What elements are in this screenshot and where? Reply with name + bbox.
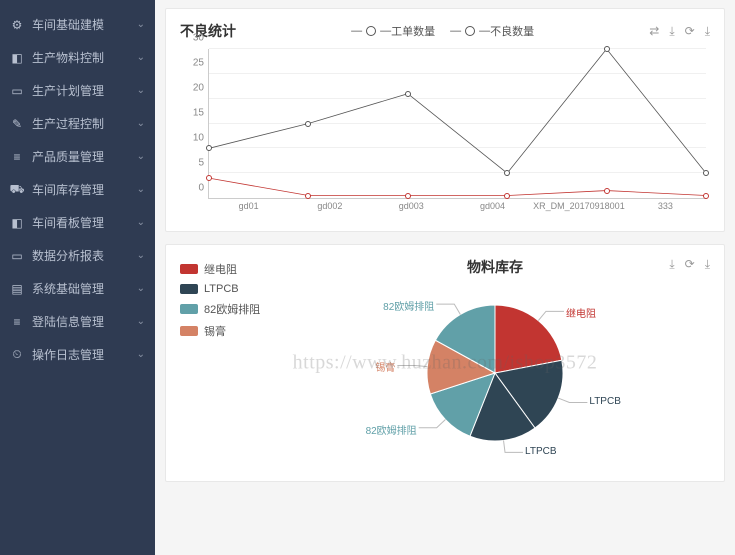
chevron-down-icon: ⌄ xyxy=(137,316,145,327)
sidebar-item-6[interactable]: ◧ 车间看板管理 ⌄ xyxy=(0,206,155,239)
sidebar-item-3[interactable]: ✎ 生产过程控制 ⌄ xyxy=(0,107,155,140)
chevron-down-icon: ⌄ xyxy=(137,184,145,195)
legend-item[interactable]: LTPCB xyxy=(180,283,280,295)
chevron-down-icon: ⌄ xyxy=(137,217,145,228)
sidebar-item-10[interactable]: ⏲ 操作日志管理 ⌄ xyxy=(0,338,155,371)
sidebar-item-label: 数据分析报表 xyxy=(32,247,104,264)
menu-icon: ◧ xyxy=(10,51,24,65)
x-axis-label: gd01 xyxy=(208,201,289,219)
menu-icon: ≡ xyxy=(10,315,24,329)
refresh-icon[interactable]: ⟳ xyxy=(685,24,695,39)
x-axis-label: XR_DM_20170918001 xyxy=(533,201,625,219)
sidebar-item-label: 登陆信息管理 xyxy=(32,313,104,330)
data-point[interactable] xyxy=(206,145,212,151)
chevron-down-icon: ⌄ xyxy=(137,349,145,360)
x-axis-label: gd002 xyxy=(289,201,370,219)
sidebar-item-label: 车间看板管理 xyxy=(32,214,104,231)
line-chart: 051015202530gd01gd002gd003gd004XR_DM_201… xyxy=(180,49,710,219)
chevron-down-icon: ⌄ xyxy=(137,52,145,63)
pie-legend: 继电阻 LTPCB 82欧姆排阻锡膏 xyxy=(180,257,280,476)
pie-slice-label: 锡膏 xyxy=(375,359,395,374)
sidebar-item-5[interactable]: ⛟ 车间库存管理 ⌄ xyxy=(0,173,155,206)
pie-slice-label: LTPCB xyxy=(589,396,621,407)
menu-icon: ⚙ xyxy=(10,18,24,32)
x-axis-label: gd004 xyxy=(452,201,533,219)
data-point[interactable] xyxy=(405,193,411,199)
menu-icon: ▭ xyxy=(10,249,24,263)
x-axis-label: 333 xyxy=(625,201,706,219)
panel-toolbar: ⇄ ⤓ ⟳ ⤓ xyxy=(649,24,710,39)
switch-view-icon[interactable]: ⇄ xyxy=(649,24,659,39)
data-point[interactable] xyxy=(703,170,709,176)
pie-slice-label: LTPCB xyxy=(525,446,557,457)
export-icon[interactable]: ⤓ xyxy=(669,24,674,39)
data-point[interactable] xyxy=(604,46,610,52)
menu-icon: ≡ xyxy=(10,150,24,164)
sidebar-item-9[interactable]: ≡ 登陆信息管理 ⌄ xyxy=(0,305,155,338)
line-chart-legend: —— 工单数量 —— 不良数量 xyxy=(236,23,649,39)
data-point[interactable] xyxy=(405,91,411,97)
sidebar-item-label: 生产物料控制 xyxy=(32,49,104,66)
chevron-down-icon: ⌄ xyxy=(137,283,145,294)
pie-slice-label: 82欧姆排阻 xyxy=(366,422,417,437)
sidebar-item-8[interactable]: ▤ 系统基础管理 ⌄ xyxy=(0,272,155,305)
data-point[interactable] xyxy=(305,193,311,199)
sidebar-item-label: 车间库存管理 xyxy=(32,181,104,198)
main-content: 不良统计 —— 工单数量 —— 不良数量 ⇄ ⤓ ⟳ ⤓ 05101520253… xyxy=(155,0,735,555)
legend-item[interactable]: —— 工单数量 xyxy=(351,23,435,39)
data-point[interactable] xyxy=(504,170,510,176)
sidebar-item-label: 系统基础管理 xyxy=(32,280,104,297)
sidebar-item-label: 产品质量管理 xyxy=(32,148,104,165)
chevron-down-icon: ⌄ xyxy=(137,118,145,129)
data-point[interactable] xyxy=(305,121,311,127)
defect-statistics-panel: 不良统计 —— 工单数量 —— 不良数量 ⇄ ⤓ ⟳ ⤓ 05101520253… xyxy=(165,8,725,232)
sidebar: ⚙ 车间基础建模 ⌄ ◧ 生产物料控制 ⌄ ▭ 生产计划管理 ⌄ ✎ 生产过程控制 ⌄ ≡ 产品质量管理 ⌄… xyxy=(0,0,155,555)
legend-item[interactable]: 锡膏 xyxy=(180,323,280,339)
download-icon[interactable]: ⤓ xyxy=(705,24,710,39)
sidebar-item-label: 操作日志管理 xyxy=(32,346,104,363)
legend-item[interactable]: 继电阻 xyxy=(180,261,280,277)
sidebar-item-label: 车间基础建模 xyxy=(32,16,104,33)
pie-chart-area: 物料库存 继电阻LTPCBLTPCB82欧姆排阻锡膏82欧姆排阻 xyxy=(280,257,710,476)
panel-title: 物料库存 xyxy=(280,257,710,277)
sidebar-item-label: 生产过程控制 xyxy=(32,115,104,132)
menu-icon: ▤ xyxy=(10,282,24,296)
legend-item[interactable]: —— 不良数量 xyxy=(450,23,534,39)
data-point[interactable] xyxy=(703,193,709,199)
data-point[interactable] xyxy=(206,175,212,181)
menu-icon: ⛟ xyxy=(10,183,24,197)
sidebar-item-4[interactable]: ≡ 产品质量管理 ⌄ xyxy=(0,140,155,173)
menu-icon: ▭ xyxy=(10,84,24,98)
sidebar-item-2[interactable]: ▭ 生产计划管理 ⌄ xyxy=(0,74,155,107)
panel-title: 不良统计 xyxy=(180,21,236,41)
chevron-down-icon: ⌄ xyxy=(137,19,145,30)
chevron-down-icon: ⌄ xyxy=(137,85,145,96)
sidebar-item-label: 生产计划管理 xyxy=(32,82,104,99)
chevron-down-icon: ⌄ xyxy=(137,151,145,162)
menu-icon: ⏲ xyxy=(10,348,24,362)
panel-header: 不良统计 —— 工单数量 —— 不良数量 ⇄ ⤓ ⟳ ⤓ xyxy=(180,21,710,41)
chevron-down-icon: ⌄ xyxy=(137,250,145,261)
pie-slice-label: 82欧姆排阻 xyxy=(383,298,434,313)
data-point[interactable] xyxy=(504,193,510,199)
menu-icon: ◧ xyxy=(10,216,24,230)
sidebar-item-1[interactable]: ◧ 生产物料控制 ⌄ xyxy=(0,41,155,74)
data-point[interactable] xyxy=(604,188,610,194)
x-axis-label: gd003 xyxy=(371,201,452,219)
legend-item[interactable]: 82欧姆排阻 xyxy=(180,301,280,317)
pie-slice-label: 继电阻 xyxy=(566,305,596,320)
material-stock-panel: ⤓ ⟳ ⤓ 继电阻LTPCB82欧姆排阻锡膏 物料库存 继电阻LTPCBLTPC… xyxy=(165,244,725,482)
sidebar-item-7[interactable]: ▭ 数据分析报表 ⌄ xyxy=(0,239,155,272)
sidebar-item-0[interactable]: ⚙ 车间基础建模 ⌄ xyxy=(0,8,155,41)
menu-icon: ✎ xyxy=(10,117,24,131)
